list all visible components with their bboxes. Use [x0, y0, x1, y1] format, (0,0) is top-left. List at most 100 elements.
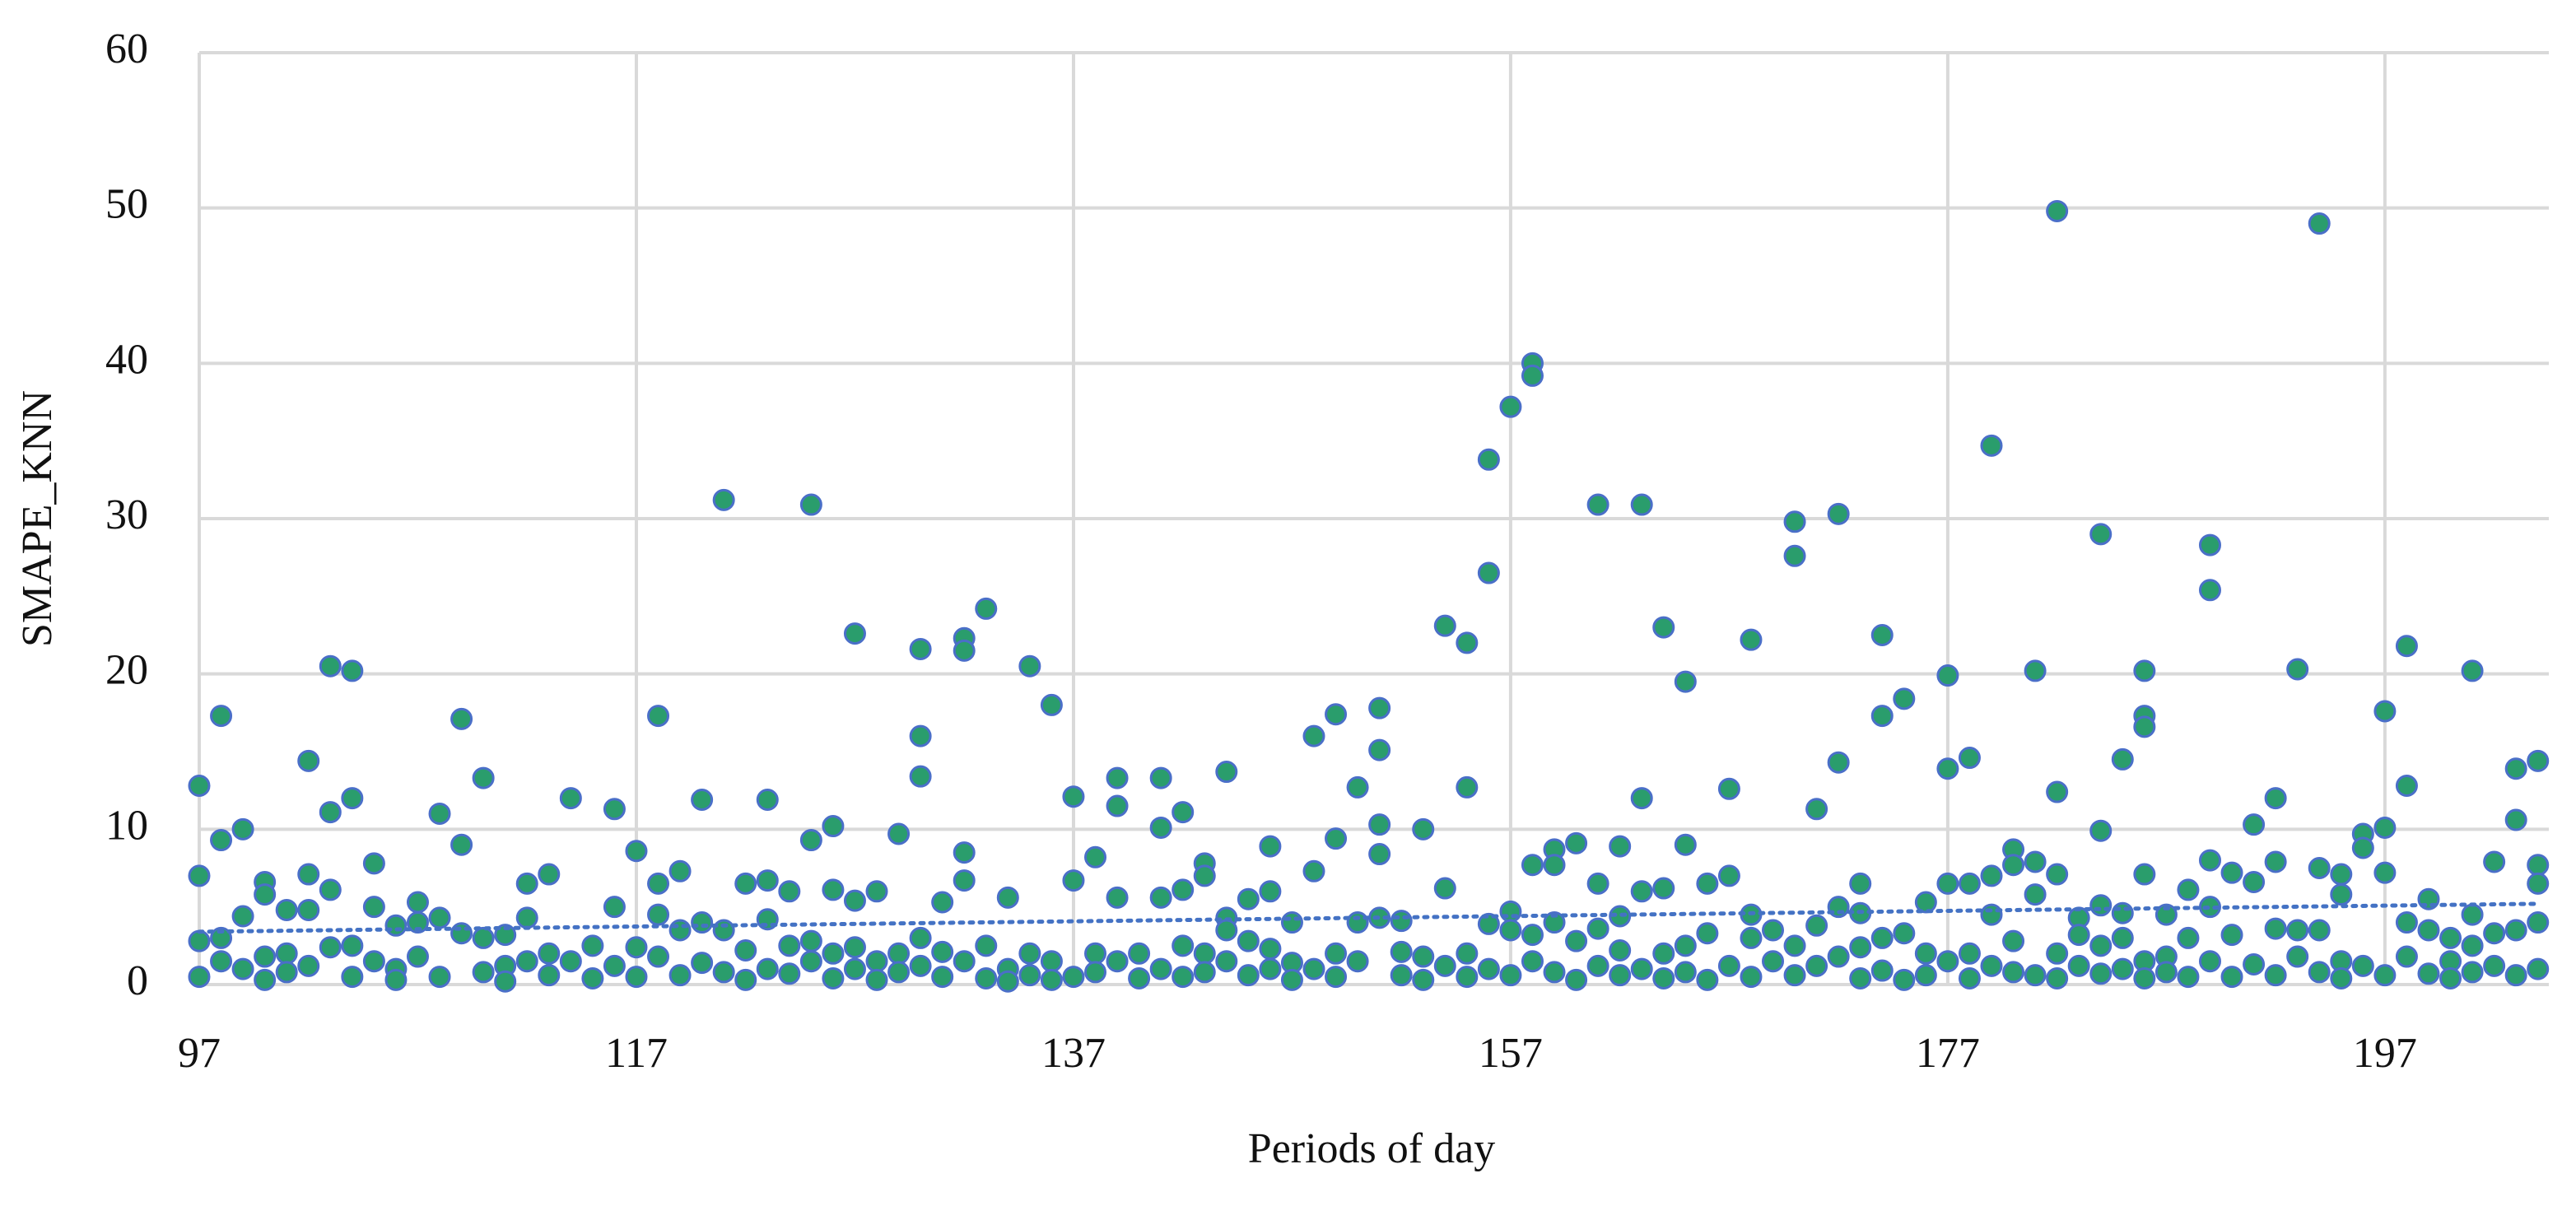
point [2111, 957, 2134, 980]
point [1018, 942, 1041, 965]
x-tick-label: 177 [1916, 1030, 1980, 1077]
point [231, 905, 254, 928]
point [275, 942, 298, 965]
point [1193, 961, 1216, 984]
point [2373, 700, 2397, 723]
point [384, 914, 408, 937]
point [1062, 966, 1085, 989]
point [1630, 493, 1653, 516]
point [734, 872, 757, 895]
point [559, 787, 582, 810]
point [1674, 670, 1697, 693]
point [1084, 942, 1107, 965]
point [428, 906, 451, 929]
point [2504, 919, 2527, 942]
point [1565, 968, 1588, 991]
x-tick-label: 137 [1041, 1030, 1106, 1077]
point [2330, 863, 2353, 886]
point [2308, 919, 2331, 942]
point [1543, 911, 1566, 934]
point [1215, 950, 1238, 973]
point [1325, 942, 1348, 965]
point [975, 966, 998, 989]
point [2373, 816, 2397, 839]
point [843, 936, 866, 959]
point [1958, 966, 1981, 989]
point [625, 936, 648, 959]
point [1652, 966, 1675, 989]
point [2461, 659, 2484, 682]
point [275, 898, 298, 921]
point [406, 911, 429, 934]
point [1237, 887, 1260, 910]
point [1609, 835, 1632, 858]
point [1936, 872, 1959, 895]
point [1237, 964, 1260, 987]
point [953, 950, 976, 973]
point [1040, 693, 1063, 716]
point [647, 872, 670, 895]
point [1521, 924, 1544, 947]
point [2111, 926, 2134, 949]
point [1958, 942, 1981, 965]
point [1565, 929, 1588, 952]
point [1783, 964, 1806, 987]
point [865, 880, 888, 903]
point [734, 938, 757, 962]
point [843, 889, 866, 912]
point [538, 964, 561, 987]
point [2177, 878, 2200, 901]
point [1849, 936, 1872, 959]
point [1586, 872, 1609, 895]
point [887, 961, 911, 984]
point [712, 488, 735, 511]
point [319, 654, 342, 678]
point [1936, 757, 1959, 780]
point [1346, 775, 1369, 799]
point [450, 833, 473, 856]
point [1499, 964, 1522, 987]
point [210, 829, 233, 852]
point [909, 765, 932, 788]
point [362, 852, 385, 875]
point [756, 869, 779, 892]
point [778, 880, 801, 903]
point [2198, 950, 2221, 973]
point [953, 841, 976, 864]
point [1696, 968, 1719, 991]
point [2439, 926, 2462, 949]
point [428, 802, 451, 825]
x-tick-label: 117 [605, 1030, 668, 1077]
point [1870, 624, 1894, 646]
point [2264, 787, 2287, 810]
point [887, 942, 911, 965]
point [2024, 659, 2047, 682]
point [1609, 905, 1632, 928]
point [909, 724, 932, 747]
point [1893, 922, 1916, 945]
point [1586, 493, 1609, 516]
point [1477, 912, 1500, 935]
point [2198, 533, 2221, 556]
point [931, 940, 954, 963]
point [254, 883, 277, 906]
point [2308, 212, 2331, 235]
point [1259, 957, 1282, 980]
point [1302, 859, 1325, 882]
point [2046, 966, 2069, 989]
point [2046, 199, 2069, 222]
point [1040, 968, 1063, 991]
point [1805, 914, 1828, 937]
point [406, 945, 429, 968]
point [1762, 950, 1785, 973]
point [2264, 964, 2287, 987]
point [1827, 502, 1850, 525]
point [1259, 938, 1282, 961]
point [1018, 964, 1041, 987]
point [2286, 919, 2309, 942]
point [1980, 903, 2003, 926]
point [2154, 903, 2178, 926]
point [1740, 926, 1763, 949]
point [1456, 631, 1479, 654]
point [2154, 961, 2178, 984]
